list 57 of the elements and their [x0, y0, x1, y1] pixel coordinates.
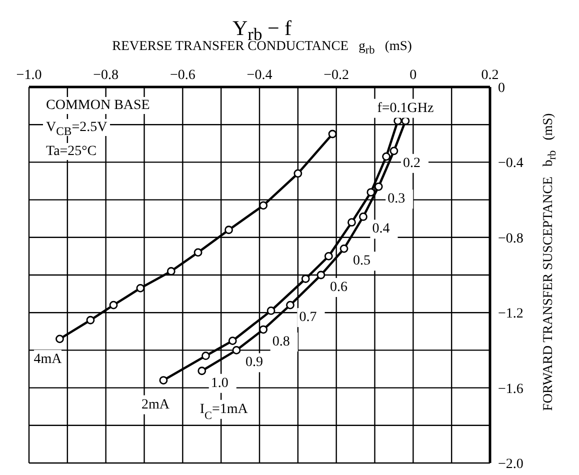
point: [228, 336, 237, 345]
point: [194, 248, 202, 257]
point: [390, 146, 398, 156]
point: [86, 316, 95, 324]
point: [136, 284, 145, 292]
y-tick-label: −0.8: [498, 231, 524, 246]
point: [109, 300, 118, 310]
annotation: 0.3: [388, 192, 406, 207]
y-tick-label: 0: [498, 80, 505, 96]
annotation: 0.7: [299, 310, 317, 326]
annotation: COMMON BASE: [43, 97, 153, 114]
annotation: V$_{CB}$=2.5V: [43, 119, 110, 138]
point: [166, 267, 176, 276]
annotation: 0.9: [245, 355, 263, 370]
point: [286, 300, 294, 310]
point: [324, 252, 333, 260]
point: [159, 376, 168, 384]
x-tick-label: −0.4: [246, 68, 272, 83]
point: [232, 346, 241, 354]
y-tick-label: −2.0: [498, 456, 524, 472]
x-tick-label: 0: [410, 68, 417, 83]
annotation: 0.8: [272, 334, 290, 350]
series-label: 2mA: [141, 397, 170, 412]
annotation: Ta=25°C: [43, 142, 100, 160]
x-tick-label: 0.2: [481, 68, 499, 83]
x-tick-label: −1.0: [16, 68, 42, 83]
point: [374, 182, 383, 191]
point: [56, 334, 64, 344]
point: [348, 218, 356, 227]
point: [259, 201, 268, 210]
point: [359, 212, 368, 221]
point: [294, 169, 302, 178]
point: [328, 130, 337, 138]
annotation: 0.2: [402, 156, 420, 171]
x-tick-label: −0.6: [170, 68, 196, 83]
point: [316, 270, 326, 280]
point: [266, 306, 276, 315]
x-tick-label: −0.8: [93, 68, 119, 83]
point: [382, 152, 390, 161]
x-tick-label: −0.2: [324, 68, 350, 83]
point: [202, 352, 210, 360]
point: [340, 244, 348, 253]
point: [224, 226, 233, 234]
annotation: f=0.1GHz: [377, 100, 434, 116]
y-tick-label: −0.4: [498, 156, 524, 172]
y-tick-label: −1.6: [498, 382, 524, 397]
point: [301, 274, 310, 283]
point: [366, 188, 376, 196]
series-label: 4mA: [34, 352, 63, 367]
annotation: 0.5: [353, 254, 371, 269]
point: [259, 325, 268, 334]
y-tick-label: −1.2: [498, 306, 524, 322]
series-label: I$_{C}$=1mA: [200, 402, 249, 422]
annotation: 0.4: [372, 222, 390, 237]
point: [198, 366, 206, 376]
annotation: 1.0: [210, 376, 228, 391]
annotation: 0.6: [330, 280, 348, 295]
